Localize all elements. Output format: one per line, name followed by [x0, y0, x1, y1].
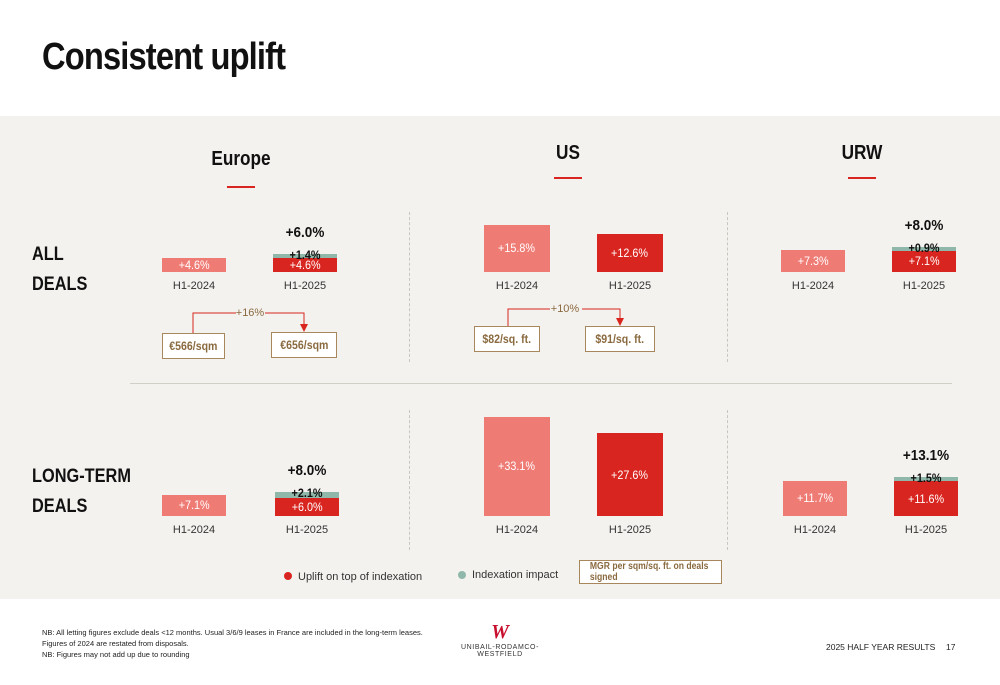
row-label-line2: DEALS: [32, 496, 88, 517]
footnote: NB: Figures may not add up due to roundi…: [42, 650, 190, 659]
footnote: NB: All letting figures exclude deals <1…: [42, 628, 423, 637]
row-divider: [130, 383, 952, 384]
footnotes: NB: All letting figures exclude deals <1…: [42, 627, 423, 660]
bar-indexation: [275, 492, 339, 498]
bar-indexation: [894, 477, 958, 482]
bar-h1-2025: +27.6%: [597, 433, 663, 516]
mgr-value: €656/sqm: [279, 338, 329, 352]
x-tick-label: H1-2025: [608, 280, 652, 292]
bar-h1-2025: +6.0%: [275, 498, 339, 516]
x-tick-label: H1-2025: [285, 524, 329, 536]
logo-mark: W: [491, 621, 509, 643]
x-tick-label: H1-2024: [495, 524, 539, 536]
x-tick-label: H1-2024: [172, 280, 216, 292]
legend-indexation-label: Indexation impact: [472, 569, 559, 581]
total-value-label: +13.1%: [902, 447, 950, 465]
bar-value-label: +4.6%: [178, 258, 210, 273]
bar-value-label: +4.6%: [289, 258, 321, 273]
region-title-us: US: [556, 142, 580, 164]
bar-value-label: +11.6%: [907, 491, 945, 506]
mgr-value: $91/sq. ft.: [595, 332, 645, 346]
slide-title: Consistent uplift: [42, 36, 286, 78]
bar-value-label: +6.0%: [291, 500, 323, 514]
legend-uplift-label: Uplift on top of indexation: [298, 571, 423, 583]
bar-value-label: +15.8%: [498, 241, 536, 256]
row-label-line1: ALL: [32, 244, 64, 265]
legend-mgr-box: MGR per sqm/sq. ft. on deals signed: [579, 560, 722, 584]
bar-indexation: [892, 246, 956, 251]
mgr-value: €566/sqm: [169, 339, 218, 353]
bar-value-label: +11.7%: [796, 491, 834, 506]
x-tick-label: H1-2025: [902, 280, 946, 292]
mgr-growth-us: +10%: [550, 303, 580, 315]
bar-h1-2024: +15.8%: [484, 224, 550, 272]
legend-mgr-label: MGR per sqm/sq. ft. on deals signed: [589, 561, 709, 583]
column-divider: [409, 410, 410, 550]
legend-uplift-dot: [284, 572, 292, 580]
bar-value-label: +7.1%: [178, 498, 210, 513]
indexation-value-label: +0.9%: [908, 240, 940, 255]
page-number: 17: [946, 642, 956, 652]
total-value-label: +6.0%: [285, 224, 325, 242]
bar-h1-2024: +4.6%: [162, 258, 226, 272]
x-tick-label: H1-2024: [495, 280, 539, 292]
x-tick-label: H1-2025: [283, 280, 327, 292]
mgr-box-europe-2024: €566/sqm: [162, 333, 225, 359]
row-label-line2: DEALS: [32, 274, 88, 295]
region-underline-us: [554, 177, 582, 179]
bar-value-label: +7.3%: [797, 254, 829, 269]
x-tick-label: H1-2024: [172, 524, 216, 536]
indexation-value-label: +2.1%: [291, 486, 323, 501]
bar-value-label: +12.6%: [611, 246, 649, 261]
row-label-line1: LONG-TERM: [32, 466, 131, 487]
mgr-growth-europe: +16%: [235, 307, 265, 319]
indexation-value-label: +1.5%: [910, 471, 942, 486]
x-tick-label: H1-2025: [904, 524, 948, 536]
row-label-all-deals: ALL DEALS: [32, 240, 87, 300]
row-label-long-term-deals: LONG-TERM DEALS: [32, 462, 131, 522]
mgr-box-europe-2025: €656/sqm: [271, 332, 337, 358]
bar-h1-2025: +4.6%: [273, 258, 337, 272]
region-underline-europe: [227, 186, 255, 188]
total-value-label: +8.0%: [287, 462, 327, 480]
bar-h1-2024: +11.7%: [783, 480, 847, 516]
legend-indexation-dot: [458, 571, 466, 579]
bar-value-label: +33.1%: [498, 459, 536, 474]
company-logo: W UNIBAIL-RODAMCO-WESTFIELD: [450, 622, 550, 658]
mgr-box-us-2025: $91/sq. ft.: [585, 326, 655, 352]
mgr-box-us-2024: $82/sq. ft.: [474, 326, 540, 352]
bar-h1-2024: +7.3%: [781, 250, 845, 272]
bar-value-label: +7.1%: [908, 254, 940, 269]
bar-value-label: +27.6%: [611, 467, 649, 482]
footnote: Figures of 2024 are restated from dispos…: [42, 639, 189, 648]
x-tick-label: H1-2024: [791, 280, 835, 292]
column-divider: [409, 212, 410, 362]
bar-indexation: [273, 254, 337, 259]
column-divider: [727, 410, 728, 550]
mgr-value: $82/sq. ft.: [482, 332, 532, 346]
bar-h1-2025: +7.1%: [892, 250, 956, 272]
bar-h1-2025: +12.6%: [597, 234, 663, 272]
region-underline-urw: [848, 177, 876, 179]
logo-text: UNIBAIL-RODAMCO-WESTFIELD: [460, 644, 540, 658]
bar-h1-2024: +7.1%: [162, 494, 226, 516]
report-title: 2025 HALF YEAR RESULTS: [826, 642, 936, 652]
bar-h1-2025: +11.6%: [894, 481, 958, 516]
column-divider: [727, 212, 728, 362]
region-title-urw: URW: [841, 142, 883, 164]
bar-h1-2024: +33.1%: [484, 416, 550, 516]
x-tick-label: H1-2024: [793, 524, 837, 536]
indexation-value-label: +1.4%: [289, 248, 321, 263]
total-value-label: +8.0%: [904, 216, 944, 234]
region-title-europe: Europe: [211, 148, 271, 170]
x-tick-label: H1-2025: [608, 524, 652, 536]
